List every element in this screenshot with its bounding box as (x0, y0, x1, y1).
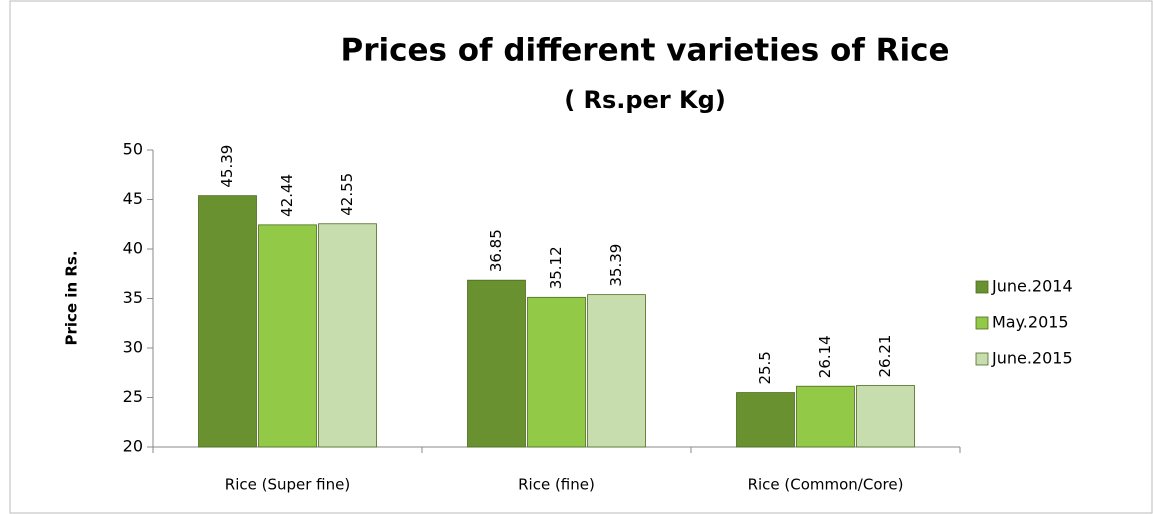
data-label: 36.85 (487, 229, 505, 272)
legend-swatch (975, 316, 989, 330)
y-tick-label: 30 (123, 338, 143, 357)
bar (587, 294, 646, 448)
legend-label: June.2015 (991, 349, 1073, 368)
y-tick-label: 45 (123, 189, 143, 208)
data-label: 42.55 (338, 173, 356, 216)
bar (258, 224, 317, 448)
y-tick-label: 50 (123, 140, 143, 159)
chart-border (9, 0, 1153, 514)
data-label: 25.5 (756, 351, 774, 384)
data-label: 26.14 (816, 335, 834, 378)
data-label: 42.44 (278, 174, 296, 217)
legend-swatch (975, 280, 989, 294)
bar (736, 392, 795, 448)
data-label: 45.39 (218, 145, 236, 188)
x-tick-label: Rice (fine) (518, 476, 595, 494)
y-tick-label: 40 (123, 239, 143, 258)
y-tick-label: 25 (123, 387, 143, 406)
x-tick-label: Rice (Common/Core) (748, 476, 904, 494)
data-label: 26.21 (876, 335, 894, 378)
chart-subtitle: ( Rs.per Kg) (564, 86, 726, 114)
data-label: 35.12 (547, 246, 565, 289)
bar (527, 296, 586, 448)
chart-title: Prices of different varieties of Rice (340, 33, 949, 69)
legend-swatch (975, 352, 989, 366)
bar (318, 223, 377, 448)
data-label: 35.39 (607, 244, 625, 287)
x-tick-label: Rice (Super fine) (225, 476, 350, 494)
y-tick-label: 20 (123, 437, 143, 456)
bar (856, 385, 915, 448)
bar (198, 195, 257, 448)
bar (796, 385, 855, 448)
y-tick-label: 35 (123, 288, 143, 307)
legend-label: May.2015 (992, 313, 1069, 332)
y-axis-label: Price in Rs. (63, 250, 81, 345)
legend-label: June.2014 (991, 277, 1073, 296)
bar (467, 279, 526, 448)
